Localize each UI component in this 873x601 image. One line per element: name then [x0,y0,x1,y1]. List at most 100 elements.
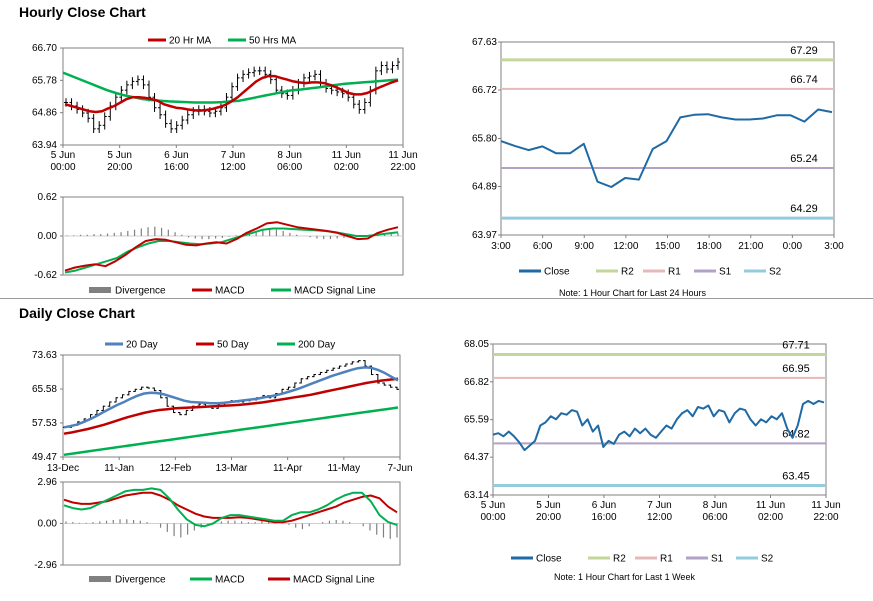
daily-levels-level-s2-value: 63.45 [782,470,810,482]
daily-levels-note: Note: 1 Hour Chart for Last 1 Week [554,572,695,582]
daily-levels-xtick-day: 7 Jun [647,500,671,511]
hourly-levels-ytick-label: 63.97 [472,230,497,241]
daily-levels-ytick-label: 68.05 [464,339,489,350]
hourly-levels-xtick-label: 12:00 [613,241,638,252]
daily-price-ytick-label: 73.63 [32,350,57,361]
daily-levels-xtick-day: 11 Jun [811,500,840,511]
hourly-macd-line [64,221,399,272]
daily-price-xtick-label: 11-Jan [104,463,134,474]
daily-price-xtick-label: 11-May [328,463,361,474]
legend-hourly-macd-label: MACD [215,286,244,297]
legend-50-day-label: 50 Day [217,340,249,351]
hourly-levels-ytick-label: 66.72 [472,85,497,96]
daily-levels-legend-s1-label: S1 [711,554,724,565]
daily-200-day-line [63,406,399,457]
hourly-price-ytick-label: 66.70 [32,43,57,54]
legend-20hr-ma-label: 20 Hr MA [169,36,212,47]
hourly-levels-legend-close-label: Close [544,267,570,278]
daily-levels-xtick-time: 06:00 [702,512,727,523]
daily-price-xtick-label: 13-Mar [216,463,248,474]
hourly-levels-legend-s1-label: S1 [719,267,732,278]
hourly-macd-ytick-label: -0.62 [34,270,57,281]
daily-price-ytick-label: 49.47 [32,452,57,463]
hourly-levels-note: Note: 1 Hour Chart for Last 24 Hours [559,288,707,298]
hourly-price-ytick-label: 65.78 [32,75,57,86]
daily-levels-legend-close-label: Close [536,554,562,565]
hourly-levels-level-s2-value: 64.29 [790,203,818,215]
hourly-price-xtick-day: 6 Jun [164,150,188,161]
daily-signal-line [63,491,398,524]
hourly-levels-xtick-label: 0:00 [783,241,803,252]
hourly-macd-ytick-label: 0.62 [38,192,58,203]
hourly-levels-ytick-label: 67.63 [472,37,497,48]
hourly-price-ytick-label: 63.94 [32,140,57,151]
daily-levels-legend-r2-label: R2 [613,554,626,565]
daily-levels-xtick-day: 8 Jun [703,500,727,511]
hourly-levels-level-r2-value: 67.29 [790,45,818,57]
hourly-levels-xtick-label: 9:00 [575,241,595,252]
daily-levels-xtick-time: 20:00 [536,512,561,523]
daily-levels-ytick-label: 63.14 [464,490,489,501]
daily-levels-legend-r1-label: R1 [660,554,673,565]
hourly-price-xtick-time: 16:00 [164,162,189,173]
hourly-levels-ytick-label: 65.80 [472,134,497,145]
hourly-macd-ytick-label: 0.00 [38,231,58,242]
daily-levels-xtick-day: 11 Jun [756,500,785,511]
legend-daily-macd-label: MACD [215,575,244,586]
hourly-price-xtick-time: 22:00 [390,162,415,173]
hourly-price-xtick-time: 02:00 [334,162,359,173]
hourly-levels-xtick-label: 3:00 [491,241,511,252]
hourly-section-title: Hourly Close Chart [19,4,146,20]
legend-hourly-signal-label: MACD Signal Line [294,286,376,297]
daily-price-ytick-label: 65.58 [32,384,57,395]
hourly-levels-xtick-label: 21:00 [738,241,763,252]
legend-200-day-label: 200 Day [298,340,335,351]
daily-levels-ytick-label: 64.37 [464,452,489,463]
hourly-levels-legend-s2-label: S2 [769,267,782,278]
hourly-price-xtick-day: 5 Jun [51,150,75,161]
hourly-price-xtick-day: 5 Jun [107,150,131,161]
hourly-price-xtick-day: 8 Jun [277,150,301,161]
daily-levels-xtick-time: 02:00 [758,512,783,523]
hourly-signal-line [64,227,399,274]
daily-price-chart: 20 Day 50 Day 200 Day73.6365.5857.5349.471… [32,340,413,475]
legend-daily-divergence-swatch [89,576,111,582]
hourly-levels-level-s1-value: 65.24 [790,153,818,165]
hourly-macd-chart: 0.62 0.00 -0.62 Divergence MACD MACD Signal L… [34,192,404,297]
daily-levels-xtick-time: 00:00 [480,512,505,523]
daily-levels-ytick-label: 65.59 [464,415,489,426]
section-divider [0,298,873,299]
daily-levels-xtick-time: 22:00 [813,512,838,523]
daily-levels-xtick-day: 5 Jun [481,500,505,511]
daily-20-day-line [63,366,399,429]
hourly-price-plot-area [62,47,404,146]
legend-50hrs-ma-label: 50 Hrs MA [249,36,297,47]
hourly-levels-xtick-label: 6:00 [533,241,553,252]
daily-price-ytick-label: 57.53 [32,418,57,429]
daily-levels-close-line [492,399,825,452]
daily-macd-ytick-label: 0.00 [38,519,58,530]
daily-levels-xtick-day: 5 Jun [536,500,560,511]
daily-price-xtick-label: 12-Feb [159,463,191,474]
daily-macd-chart: 2.96 0.00 -2.96 Divergence MACD MACD Signal L… [34,477,401,586]
hourly-levels-level-r1-value: 66.74 [790,74,818,86]
legend-hourly-divergence-label: Divergence [115,286,166,297]
hourly-price-xtick-time: 06:00 [277,162,302,173]
hourly-levels-legend-r1-label: R1 [668,267,681,278]
daily-price-xtick-label: 13-Dec [47,463,79,474]
hourly-levels-ytick-label: 64.89 [472,181,497,192]
hourly-price-xtick-time: 20:00 [107,162,132,173]
daily-levels-ytick-label: 66.82 [464,377,489,388]
daily-price-xtick-label: 11-Apr [273,463,303,474]
hourly-price-xtick-day: 7 Jun [221,150,245,161]
daily-levels-xtick-time: 16:00 [591,512,616,523]
daily-price-xtick-label: 7-Jun [387,463,412,474]
daily-levels-xtick-day: 6 Jun [592,500,616,511]
daily-section-title: Daily Close Chart [19,305,135,321]
hourly-levels-xtick-label: 15:00 [655,241,680,252]
legend-daily-divergence-label: Divergence [115,575,166,586]
daily-levels-xtick-time: 12:00 [647,512,672,523]
legend-daily-signal-label: MACD Signal Line [293,575,375,586]
